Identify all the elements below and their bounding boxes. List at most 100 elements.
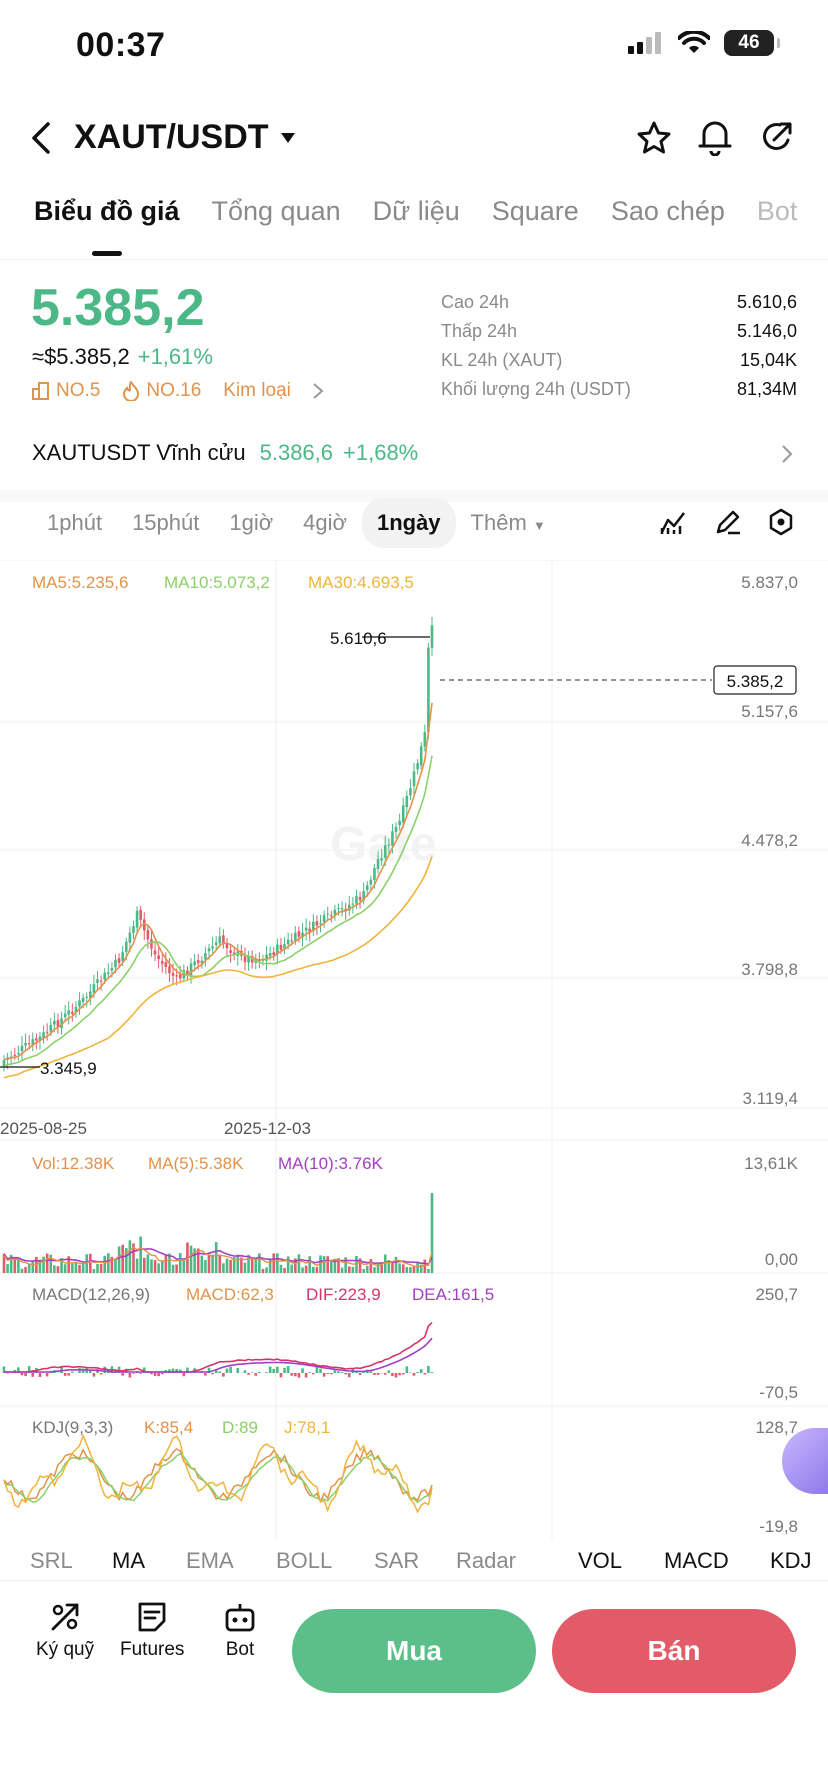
ind-radar[interactable]: Radar (456, 1548, 516, 1573)
volume-bar (365, 1265, 369, 1273)
tab-price-chart[interactable]: Biểu đồ giá (34, 196, 180, 256)
candle-body (340, 908, 344, 910)
category-link[interactable]: Kim loại (223, 380, 325, 402)
volume-bar (329, 1261, 333, 1273)
macd-bar (218, 1371, 222, 1373)
macd-bar (60, 1366, 63, 1373)
chart-settings-icon[interactable] (767, 508, 795, 536)
volume-bar (279, 1264, 283, 1273)
candle-body (49, 1024, 53, 1032)
cellular-signal-icon (628, 32, 661, 54)
volume-bar (103, 1255, 107, 1273)
ind-macd[interactable]: MACD (664, 1548, 729, 1573)
volume-bar (412, 1266, 416, 1273)
tab-bot[interactable]: Bot (756, 196, 798, 226)
ind-ema[interactable]: EMA (186, 1548, 234, 1573)
back-icon[interactable] (30, 122, 52, 154)
macd-bar (2, 1366, 6, 1373)
high-marker: 5.610,6 (330, 629, 387, 648)
volume-bar (53, 1265, 56, 1273)
rank-row: NO.5 NO.16 Kim loại (32, 380, 325, 402)
candle-body (394, 826, 398, 832)
ind-vol[interactable]: VOL (578, 1548, 623, 1573)
candle-body (200, 960, 204, 964)
volume-bar (380, 1262, 383, 1273)
macd-dea: DEA:161,5 (412, 1285, 494, 1304)
volume-bar (135, 1258, 139, 1273)
futures-button[interactable]: Futures (120, 1601, 184, 1661)
volume-bar (416, 1262, 419, 1273)
assistant-bubble[interactable] (782, 1428, 828, 1494)
macd-bar (347, 1373, 351, 1378)
ind-srl[interactable]: SRL (30, 1548, 73, 1573)
macd-bar (89, 1369, 92, 1373)
pair-title[interactable]: XAUT/USDT (74, 118, 269, 156)
tab-overview[interactable]: Tổng quan (211, 196, 341, 226)
candle-body (67, 1010, 71, 1015)
draw-pen-icon[interactable] (714, 508, 742, 536)
macd-bar (250, 1372, 254, 1373)
candle-body (164, 962, 168, 967)
macd-bar (254, 1373, 258, 1376)
volume-bar (211, 1254, 214, 1273)
perpetual-row[interactable]: XAUTUSDT Vĩnh cửu 5.386,6 +1,68% (32, 440, 418, 466)
candle-body (42, 1032, 45, 1039)
timeframe-more[interactable]: Thêm ▼ (470, 510, 546, 535)
macd-bar (182, 1373, 186, 1377)
rank-market-cap[interactable]: NO.5 (32, 380, 100, 402)
volume-bar (351, 1266, 355, 1273)
tab-copy-trading[interactable]: Sao chép (610, 196, 725, 226)
margin-button[interactable]: Ký quỹ (36, 1601, 94, 1661)
ind-sar[interactable]: SAR (374, 1548, 420, 1573)
candle-body (409, 788, 412, 796)
stats-24h: Cao 24h 5.610,6 Thấp 24h 5.146,0 KL 24h (X… (441, 292, 797, 408)
macd-bar (150, 1373, 153, 1375)
alert-bell-icon[interactable] (698, 118, 732, 156)
timeframe-4h[interactable]: 4giờ (303, 510, 347, 535)
favorite-star-icon[interactable] (636, 120, 672, 156)
candle-body (110, 967, 114, 971)
ind-ma[interactable]: MA (112, 1548, 145, 1573)
ind-kdj[interactable]: KDJ (770, 1548, 812, 1573)
last-price: 5.385,2 (31, 279, 205, 337)
timeframe-1d[interactable]: 1ngày (361, 498, 456, 548)
timeframe-1h[interactable]: 1giờ (229, 510, 274, 535)
buy-button[interactable]: Mua (292, 1609, 536, 1693)
candle-body (412, 771, 416, 787)
share-icon[interactable] (760, 120, 794, 154)
volume-bar (171, 1264, 175, 1273)
volume-bar (218, 1255, 222, 1273)
volume-bar (6, 1264, 9, 1273)
volume-bar (254, 1257, 258, 1273)
candle-body (121, 952, 124, 962)
candle-body (304, 927, 308, 931)
macd-bar (355, 1371, 358, 1373)
candle-body (2, 1059, 6, 1067)
indicator-icon[interactable] (660, 510, 686, 536)
volume-bar (322, 1256, 326, 1273)
timeframe-1m[interactable]: 1phút (47, 510, 103, 535)
candle-body (71, 1011, 74, 1014)
perpetual-chevron-icon[interactable] (780, 444, 794, 464)
volume-bar (63, 1264, 67, 1273)
tab-square[interactable]: Square (491, 196, 579, 226)
candle-body (362, 891, 365, 901)
macd-dif: DIF:223,9 (306, 1285, 381, 1304)
candlestick-chart[interactable]: Gate MA5:5.235,6 MA10:5.073,2 MA30:4.693… (0, 560, 828, 1540)
macd-value: MACD:62,3 (186, 1285, 274, 1304)
timeframe-15m[interactable]: 15phút (132, 510, 200, 535)
tab-data[interactable]: Dữ liệu (372, 196, 460, 226)
ind-boll[interactable]: BOLL (276, 1548, 333, 1573)
rank-hot[interactable]: NO.16 (122, 380, 201, 402)
sell-button[interactable]: Bán (552, 1609, 796, 1693)
timeframe-more-label: Thêm (470, 510, 527, 535)
volume-bar (383, 1254, 387, 1273)
volume-bar (344, 1257, 347, 1273)
volume-bar (67, 1256, 71, 1273)
bot-button[interactable]: Bot (224, 1601, 256, 1661)
volume-bar (89, 1253, 92, 1273)
pair-dropdown-icon[interactable] (280, 132, 296, 144)
status-icons: 46 (628, 30, 780, 56)
stat-value: 5.610,6 (736, 292, 797, 312)
stat-label: KL 24h (XAUT) (441, 350, 563, 370)
